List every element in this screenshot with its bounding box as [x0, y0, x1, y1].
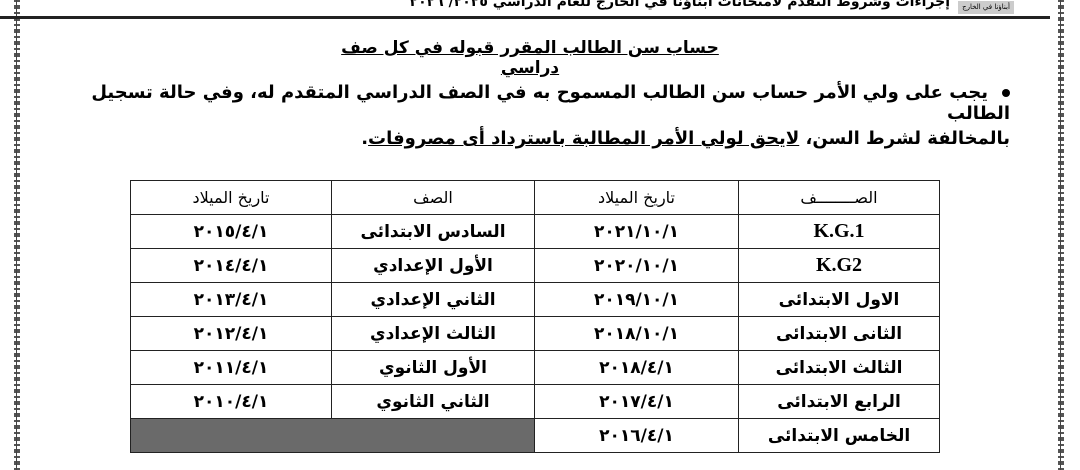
table-cell: الثالث الإعدادي: [331, 316, 535, 351]
column-header: تاريخ الميلاد: [534, 180, 739, 215]
table-cell: ٢٠١٣/٤/١: [130, 282, 332, 317]
paragraph-period: .: [361, 128, 369, 149]
column-header: الصف: [331, 180, 535, 215]
table-row: الخامس الابتدائى ٢٠١٦/٤/١: [130, 418, 940, 453]
table-cell: ٢٠١٧/٤/١: [534, 384, 739, 419]
table-cell: ٢٠١٢/٤/١: [130, 316, 332, 351]
table-cell: الثاني الإعدادي: [331, 282, 535, 317]
empty-shaded-cell: [130, 418, 535, 453]
table-cell: ٢٠١٨/٤/١: [534, 350, 739, 385]
table-cell: ٢٠١٥/٤/١: [130, 214, 332, 249]
table-cell: الخامس الابتدائى: [738, 418, 940, 453]
table-cell: ٢٠١٦/٤/١: [534, 418, 739, 453]
table-row: الثانى الابتدائى ٢٠١٨/١٠/١ الثالث الإعدا…: [130, 316, 940, 351]
paragraph-line-1: يجب على ولي الأمر حساب سن الطالب المسموح…: [50, 82, 1010, 124]
table-cell: الأول الثانوي: [331, 350, 535, 385]
table-row: K.G.1 ٢٠٢١/١٠/١ السادس الابتدائى ٢٠١٥/٤/…: [130, 214, 940, 249]
left-decorative-border: [14, 0, 20, 470]
table-row: K.G2 ٢٠٢٠/١٠/١ الأول الإعدادي ٢٠١٤/٤/١: [130, 248, 940, 283]
header-logo-badge: أبناؤنا في الخارج: [958, 1, 1014, 14]
paragraph-text: بالمخالفة لشرط السن،: [799, 128, 1011, 149]
table-cell: ٢٠١١/٤/١: [130, 350, 332, 385]
page-header: إجراءات وشروط التقدم لامتحانات أبناؤنا ف…: [0, 0, 1050, 19]
table-cell: الثاني الثانوي: [331, 384, 535, 419]
table-cell: الرابع الابتدائى: [738, 384, 940, 419]
paragraph-underlined-text: لايحق لولي الأمر المطالبة باسترداد أى مص…: [368, 128, 800, 149]
table-cell: الثانى الابتدائى: [738, 316, 940, 351]
table-cell: ٢٠٢١/١٠/١: [534, 214, 739, 249]
table-cell: K.G.1: [738, 214, 940, 249]
table-cell: الأول الإعدادي: [331, 248, 535, 283]
table-cell: الاول الابتدائى: [738, 282, 940, 317]
bullet-icon: [1002, 89, 1010, 97]
table-cell: ٢٠٢٠/١٠/١: [534, 248, 739, 283]
column-header: الصــــــــف: [738, 180, 940, 215]
right-decorative-border: [1058, 0, 1064, 470]
table-row: الاول الابتدائى ٢٠١٩/١٠/١ الثاني الإعداد…: [130, 282, 940, 317]
paragraph-line-2: بالمخالفة لشرط السن، لايحق لولي الأمر ال…: [50, 128, 1010, 149]
table-cell: الثالث الابتدائى: [738, 350, 940, 385]
table-row: الرابع الابتدائى ٢٠١٧/٤/١ الثاني الثانوي…: [130, 384, 940, 419]
table-header-row: الصــــــــف تاريخ الميلاد الصف تاريخ ال…: [130, 180, 940, 215]
paragraph-text: يجب على ولي الأمر حساب سن الطالب المسموح…: [91, 82, 1010, 124]
table-cell: ٢٠١٩/١٠/١: [534, 282, 739, 317]
table-cell: ٢٠١٨/١٠/١: [534, 316, 739, 351]
header-title: إجراءات وشروط التقدم لامتحانات أبناؤنا ف…: [409, 0, 950, 10]
table-cell: ٢٠١٠/٤/١: [130, 384, 332, 419]
age-table: الصــــــــف تاريخ الميلاد الصف تاريخ ال…: [130, 180, 940, 453]
table-row: الثالث الابتدائى ٢٠١٨/٤/١ الأول الثانوي …: [130, 350, 940, 385]
column-header: تاريخ الميلاد: [130, 180, 332, 215]
table-cell: K.G2: [738, 248, 940, 283]
table-cell: ٢٠١٤/٤/١: [130, 248, 332, 283]
table-cell: السادس الابتدائى: [331, 214, 535, 249]
section-title: حساب سن الطالب المقرر قبوله في كل صف درا…: [341, 38, 719, 78]
